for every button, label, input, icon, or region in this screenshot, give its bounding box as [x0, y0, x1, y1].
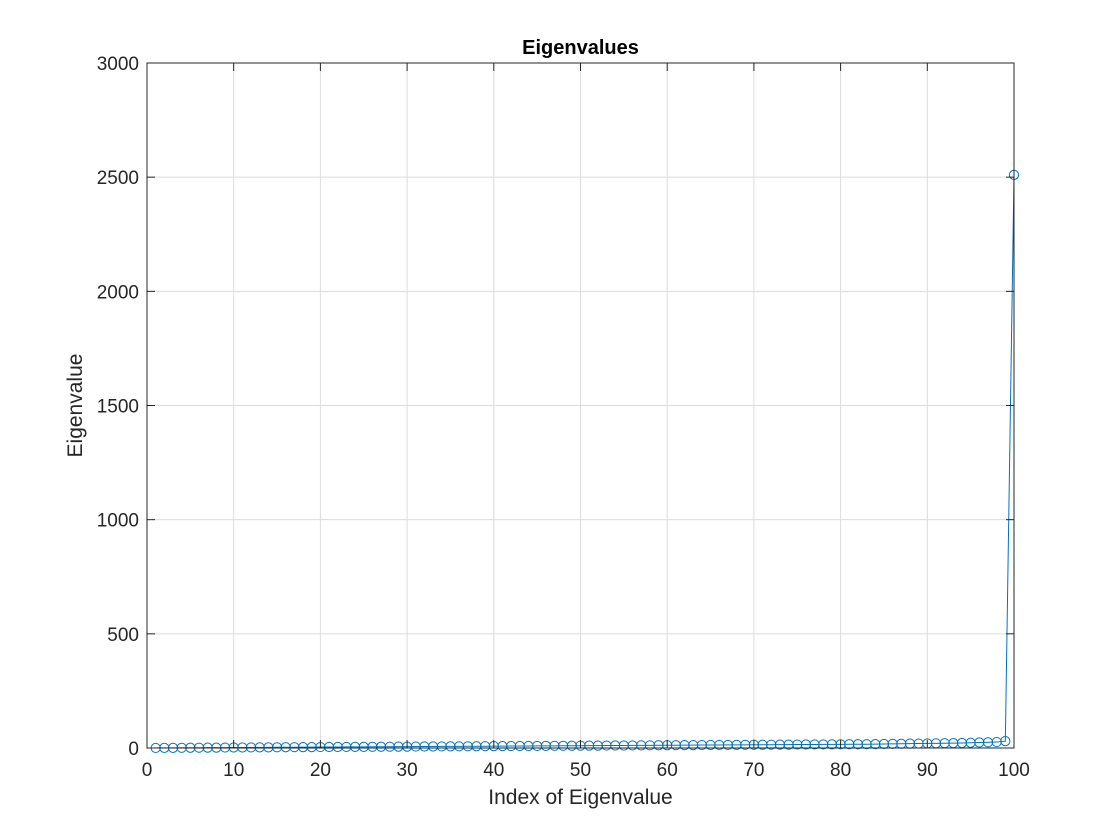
y-tick-label: 2000: [97, 282, 139, 303]
grid-lines: [147, 63, 1014, 748]
data-point: [653, 740, 664, 751]
data-point: [982, 737, 994, 748]
data-point: [289, 742, 300, 753]
data-point: [462, 741, 473, 752]
data-point: [384, 741, 395, 752]
x-tick-label: 70: [743, 760, 764, 781]
data-point: [558, 740, 569, 751]
data-point: [419, 741, 430, 752]
data-point: [800, 739, 812, 750]
data-point: [592, 740, 603, 751]
data-point: [870, 739, 881, 750]
x-tick-label: 100: [998, 760, 1030, 781]
data-point: [852, 739, 864, 750]
data-point: [965, 737, 976, 748]
data-point: [757, 739, 768, 750]
data-point: [306, 742, 317, 753]
data-point: [610, 740, 621, 751]
data-point: [618, 740, 629, 751]
x-tick-label: 40: [483, 760, 504, 781]
data-point: [454, 741, 465, 752]
data-point: [367, 741, 378, 752]
data-point: [514, 740, 525, 752]
data-point: [627, 740, 638, 751]
data-point: [835, 739, 846, 750]
data-point: [332, 741, 343, 753]
x-tick-label: 0: [142, 760, 153, 781]
data-point: [263, 742, 274, 753]
y-tick-label: 1000: [97, 511, 139, 532]
data-point: [731, 739, 742, 750]
data-point: [861, 739, 872, 750]
data-point: [280, 742, 291, 753]
x-tick-label: 20: [310, 760, 331, 781]
data-point: [245, 742, 257, 753]
x-tick-label: 80: [830, 760, 851, 781]
data-point: [237, 742, 248, 753]
data-point: [696, 739, 707, 751]
axis-ticks: 0 10 20 30 40 50 60 70 80 90 100050010001500200025…: [97, 54, 1030, 781]
data-point: [445, 741, 456, 752]
data-point: [878, 738, 890, 750]
x-tick-label: 10: [223, 760, 244, 781]
data-point: [974, 737, 985, 748]
data-point: [297, 742, 309, 753]
data-point: [436, 741, 447, 752]
data-point: [323, 741, 335, 753]
data-point: [480, 741, 491, 752]
data-point: [688, 740, 699, 751]
data-point: [566, 740, 577, 751]
data-point: [358, 741, 369, 752]
data-point: [809, 739, 820, 750]
data-point: [766, 739, 777, 750]
data-point: [254, 742, 265, 753]
data-point: [523, 740, 534, 752]
data-point: [540, 740, 551, 751]
data-point: [705, 739, 716, 751]
y-tick-label: 500: [107, 625, 139, 646]
y-axis-label: Eigenvalue: [64, 354, 87, 458]
data-point: [774, 739, 786, 750]
data-point: [714, 739, 725, 751]
data-point: [393, 741, 404, 752]
data-point: [375, 741, 387, 752]
data-point: [410, 741, 421, 752]
y-tick-label: 2500: [97, 168, 139, 189]
data-point: [722, 739, 733, 751]
data-point: [636, 740, 647, 751]
x-tick-label: 50: [570, 760, 591, 781]
data-point: [679, 740, 690, 751]
data-point: [601, 740, 612, 751]
data-point: [349, 741, 361, 752]
chart-title: Eigenvalues: [522, 37, 639, 59]
y-tick-label: 0: [128, 739, 139, 760]
data-point: [584, 740, 595, 751]
y-tick-label: 1500: [97, 397, 139, 418]
data-point: [1000, 736, 1011, 747]
data-point: [644, 740, 655, 751]
data-point: [271, 742, 283, 753]
data-point: [497, 741, 508, 752]
data-point: [826, 739, 838, 750]
data-point: [818, 739, 829, 750]
data-point: [844, 739, 855, 750]
data-point: [549, 740, 560, 751]
x-axis-label: Index of Eigenvalue: [488, 786, 672, 809]
data-point: [341, 741, 352, 753]
data-point: [783, 739, 794, 750]
x-tick-label: 90: [917, 760, 938, 781]
data-point: [471, 741, 482, 752]
x-tick-label: 30: [397, 760, 418, 781]
data-point: [532, 740, 543, 752]
x-tick-label: 60: [657, 760, 678, 781]
data-point: [506, 740, 517, 752]
data-point: [428, 741, 439, 752]
data-point: [740, 739, 751, 750]
y-tick-label: 3000: [97, 54, 139, 75]
data-point: [792, 739, 803, 750]
data-point: [670, 740, 681, 751]
